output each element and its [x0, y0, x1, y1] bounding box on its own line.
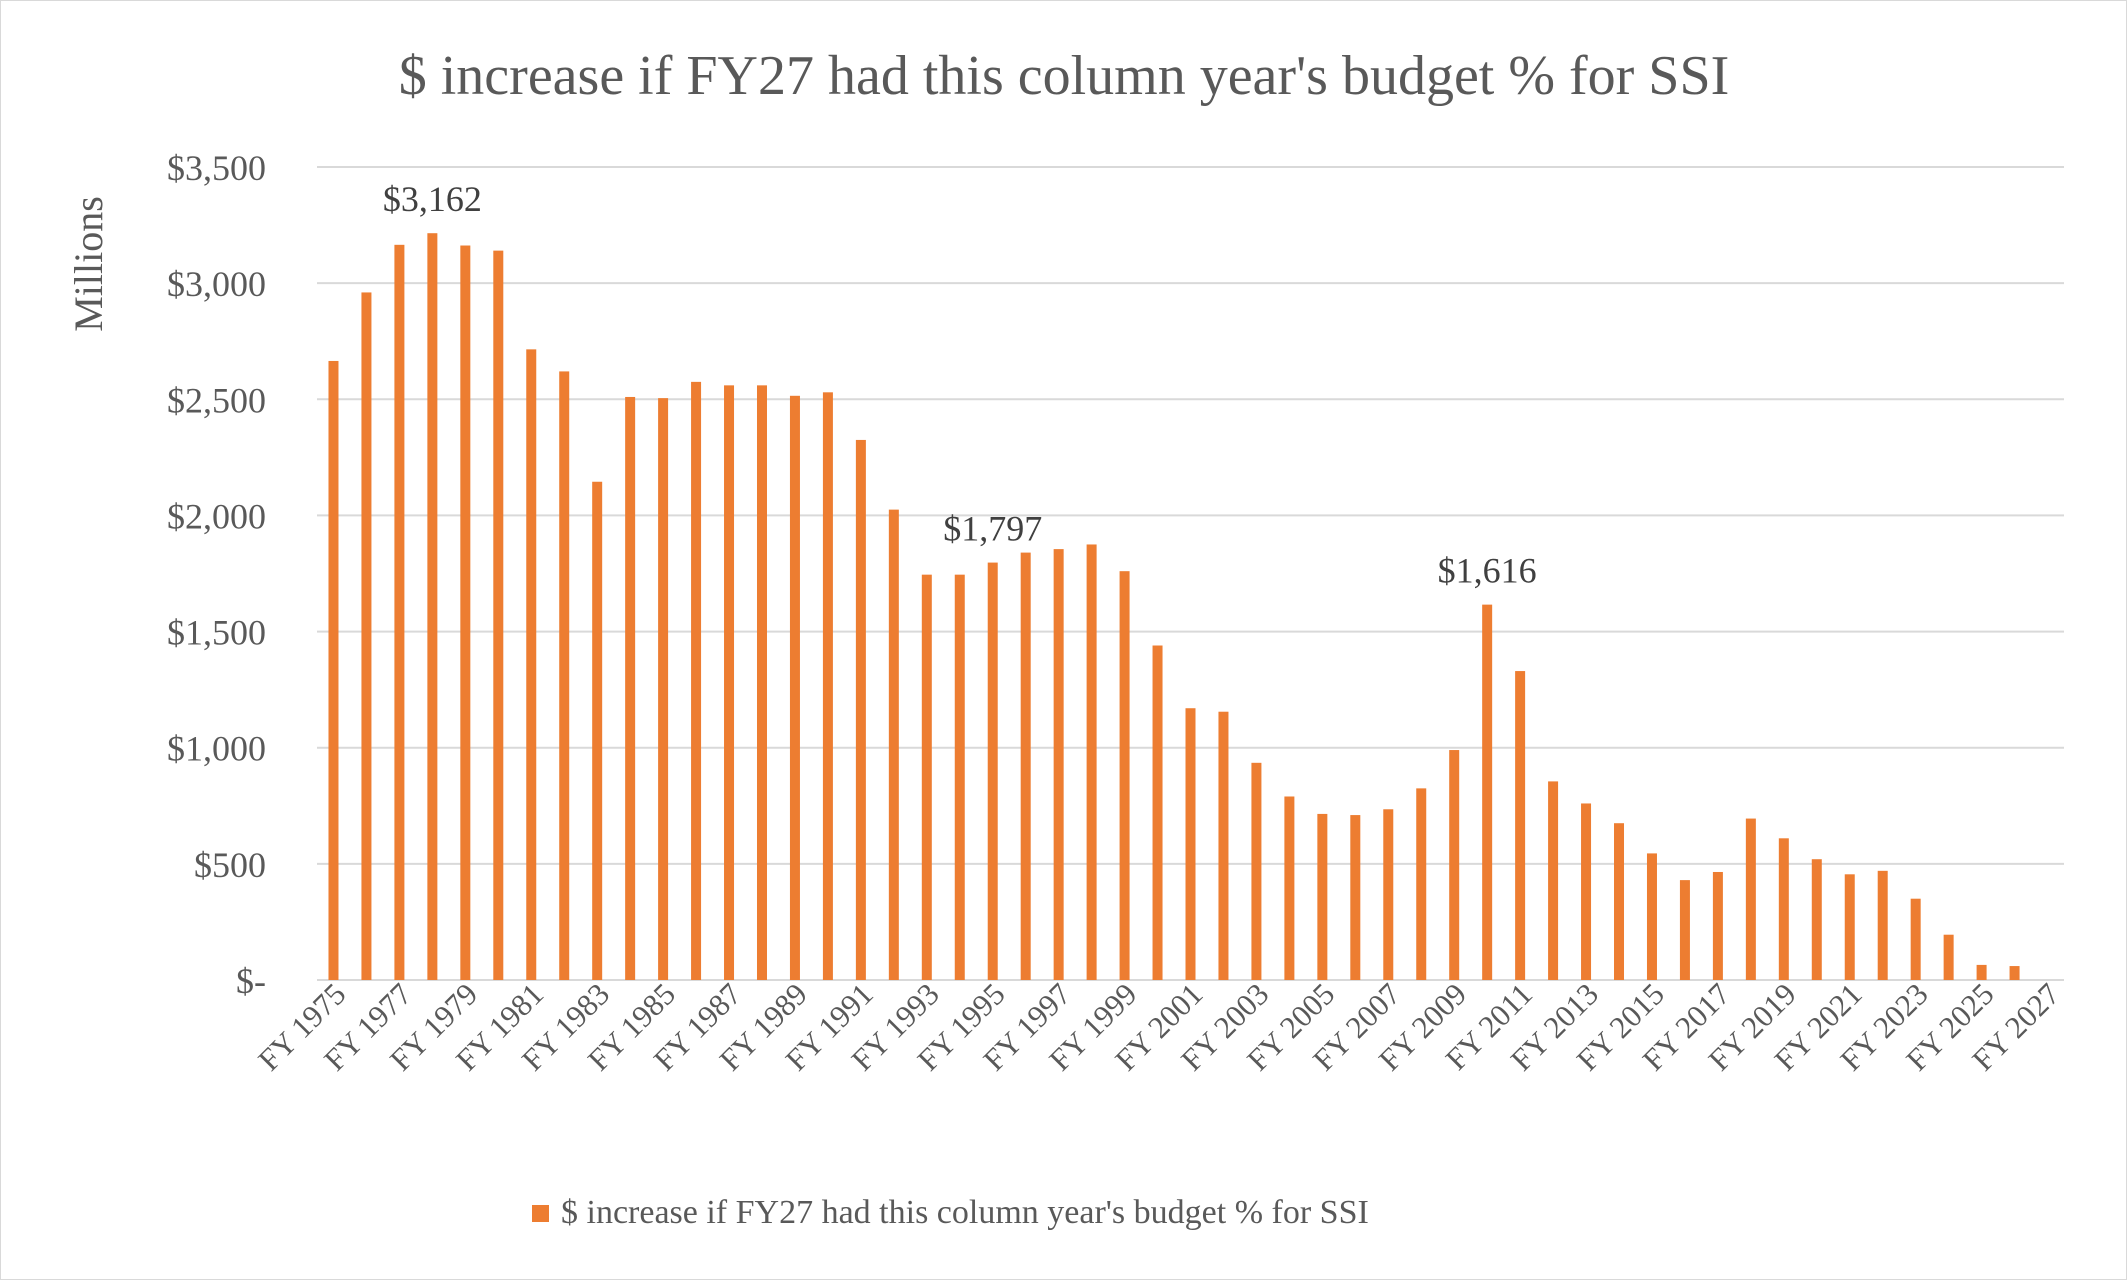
y-tick-label: $-	[236, 961, 266, 1001]
y-tick-label: $3,000	[167, 264, 266, 304]
bar	[1218, 711, 1229, 980]
data-labels: $3,162 $1,797 $1,616	[383, 179, 1537, 590]
bar	[1976, 964, 1987, 980]
bar	[658, 398, 669, 981]
bar	[1185, 708, 1196, 980]
bar	[822, 392, 833, 980]
bar	[921, 574, 932, 980]
bar	[1053, 549, 1064, 980]
y-axis-ticks: $- $500 $1,000 $1,500 $2,000 $2,500 $3,000 $3,5…	[167, 148, 266, 1001]
bar	[1119, 571, 1130, 980]
legend: $ increase if FY27 had this column year'…	[532, 1194, 1369, 1231]
bar	[1581, 803, 1592, 980]
bar	[394, 244, 405, 980]
bar	[1383, 809, 1394, 980]
bar	[328, 360, 339, 980]
bar	[526, 349, 537, 980]
bar	[1778, 838, 1789, 980]
bar	[1679, 880, 1690, 980]
bar	[559, 371, 570, 980]
bar	[460, 245, 471, 980]
bar	[1745, 818, 1756, 980]
bar	[1614, 823, 1625, 980]
bar	[789, 395, 800, 981]
data-label: $3,162	[383, 179, 482, 219]
bar-series	[328, 233, 2020, 981]
bar	[1020, 552, 1031, 980]
bar	[1416, 788, 1427, 980]
bar	[1910, 898, 1921, 980]
bar	[1482, 604, 1493, 980]
bar	[1152, 645, 1163, 980]
bar	[756, 385, 767, 980]
data-label: $1,797	[943, 509, 1042, 549]
bar	[1943, 934, 1954, 980]
y-tick-label: $1,000	[167, 729, 266, 769]
bar	[2009, 966, 2020, 980]
bar	[1877, 870, 1888, 980]
y-tick-label: $2,000	[167, 496, 266, 536]
bar	[1712, 871, 1723, 980]
bar	[1515, 671, 1526, 980]
y-tick-label: $500	[194, 845, 266, 885]
bar	[427, 233, 438, 981]
bar	[1350, 815, 1361, 980]
legend-swatch	[532, 1205, 549, 1222]
legend-label: $ increase if FY27 had this column year'…	[561, 1194, 1369, 1231]
bar	[1086, 544, 1097, 980]
bar	[954, 574, 965, 980]
bar	[592, 481, 603, 980]
bar	[888, 509, 899, 980]
bar	[691, 381, 702, 981]
bar	[1317, 813, 1328, 980]
bar	[493, 250, 504, 980]
bar	[1251, 762, 1262, 980]
bar	[724, 385, 735, 980]
bar	[855, 439, 866, 981]
bar	[987, 562, 998, 980]
bar	[1449, 750, 1460, 980]
y-tick-label: $1,500	[167, 613, 266, 653]
y-tick-label: $3,500	[167, 148, 266, 188]
y-tick-label: $2,500	[167, 380, 266, 420]
bar	[1284, 796, 1295, 980]
bar	[1646, 853, 1657, 980]
bar	[361, 292, 372, 980]
data-label: $1,616	[1438, 551, 1537, 591]
bar	[625, 396, 636, 980]
bar	[1548, 781, 1559, 980]
bar	[1844, 874, 1855, 980]
y-axis-label: Millions	[66, 196, 111, 332]
bar	[1811, 859, 1822, 980]
chart-title: $ increase if FY27 had this column year'…	[399, 45, 1730, 107]
